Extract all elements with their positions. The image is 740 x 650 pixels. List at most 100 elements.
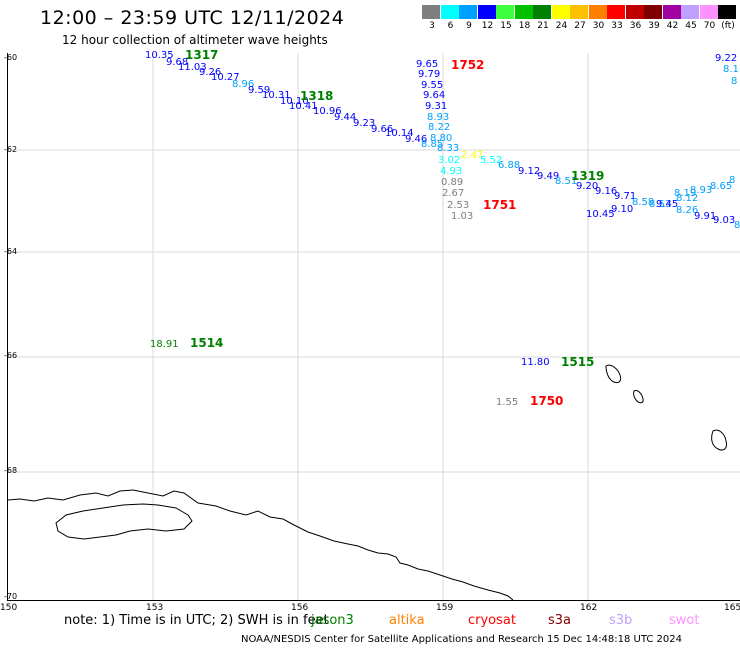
scale-label: 24 (555, 21, 568, 31)
wave-height-label: 8.12 (676, 193, 699, 204)
wave-height-label: 9.79 (418, 69, 441, 80)
scale-swatch (625, 5, 644, 19)
scale-label: 36 (629, 21, 642, 31)
wave-height-label: 10.27 (211, 72, 240, 83)
wave-height-label: 8.80 (430, 133, 453, 144)
wave-height-label: 3.02 (438, 155, 461, 166)
pass-number-label: 1319 (571, 169, 605, 183)
pass-number-label: 1750 (530, 394, 564, 408)
scale-label: 33 (611, 21, 623, 31)
wave-height-label: 9.20 (576, 181, 599, 192)
wave-height-label: 9.46 (405, 134, 428, 145)
wave-height-label: 10.31 (262, 90, 291, 101)
scale-swatch (477, 5, 496, 19)
latitude-label: -62 (4, 145, 18, 154)
scale-label: 6 (447, 21, 454, 31)
map-canvas (8, 53, 740, 600)
island-1 (605, 364, 622, 384)
wave-height-label: 8.53 (649, 199, 672, 210)
wave-height-label: 8.93 (427, 112, 450, 123)
pass-number-label: 1318 (300, 89, 334, 103)
scale-label: 9 (466, 21, 472, 31)
wave-height-label: 9.59 (248, 85, 271, 96)
wave-height-label: 9.16 (595, 186, 618, 197)
wave-height-label: 1.03 (451, 211, 474, 222)
wave-height-label: 10.45 (586, 209, 615, 220)
scale-swatch (718, 5, 736, 19)
latitude-label: -70 (4, 592, 18, 601)
legend-item-s3a: s3a (548, 613, 572, 628)
wave-height-label: 8.33 (437, 143, 460, 154)
wave-height-label: 9.55 (421, 80, 444, 91)
wave-height-label: 9.44 (334, 112, 357, 123)
scale-label: 12 (481, 21, 494, 31)
wave-height-label: 9.45 (656, 199, 679, 210)
wave-height-label: 10.14 (385, 128, 414, 139)
wave-height-label: 8 (734, 220, 740, 231)
latitude-label: -66 (4, 351, 18, 360)
scale-swatch (514, 5, 533, 19)
wave-height-label: 9.31 (425, 101, 448, 112)
wave-height-label: 9.22 (715, 53, 738, 64)
latitude-label: -60 (4, 53, 18, 62)
scale-swatch (440, 5, 459, 19)
longitude-label: 165 (724, 603, 740, 613)
wave-height-label: 0.89 (441, 177, 464, 188)
longitude-label: 159 (436, 603, 454, 613)
legend-item-s3b: s3b (609, 613, 633, 628)
wave-height-label: 9.03 (713, 215, 736, 226)
wave-height-label: 8.51 (555, 176, 578, 187)
scale-swatch (496, 5, 514, 19)
wave-height-label: 9.64 (423, 90, 446, 101)
wave-height-label: 10.10 (280, 96, 309, 107)
units-note: note: 1) Time is in UTC; 2) SWH is in fe… (64, 613, 329, 628)
wave-height-label: 9.71 (614, 191, 637, 202)
scale-swatch (662, 5, 681, 19)
wave-height-label: 9.68 (166, 57, 189, 68)
wave-height-label: 9.10 (611, 204, 634, 215)
pass-number-label: 1514 (190, 336, 224, 350)
legend-item-altika: altika (389, 613, 425, 628)
wave-height-label: 8.96 (232, 79, 255, 90)
scale-label: 15 (500, 21, 512, 31)
page-subtitle: 12 hour collection of altimeter wave hei… (62, 33, 328, 47)
wave-height-label: 2.67 (442, 188, 465, 199)
scale-swatch (551, 5, 570, 19)
scale-label: 3 (429, 21, 435, 31)
wave-height-label: 8.19 (674, 188, 697, 199)
scale-label: 70 (703, 21, 716, 31)
footer-credit: NOAA/NESDIS Center for Satellite Applica… (241, 634, 683, 645)
longitude-label: 156 (291, 603, 309, 613)
legend-item-swot: swot (669, 613, 700, 628)
wave-height-label: 8.65 (710, 181, 733, 192)
coastline (8, 364, 727, 600)
scale-label: 45 (685, 21, 697, 31)
scale-label: 39 (648, 21, 660, 31)
wave-height-label: 2.47 (461, 150, 484, 161)
wave-height-label: 9.49 (537, 171, 560, 182)
wave-height-label: 9.12 (518, 166, 541, 177)
latitude-label: -68 (4, 466, 18, 475)
longitude-label: 153 (146, 603, 164, 613)
island-2 (633, 390, 644, 404)
scale-label: 30 (592, 21, 605, 31)
scale-swatch (533, 5, 551, 19)
wave-height-label: 8.22 (428, 122, 451, 133)
wave-height-label: 10.35 (145, 50, 174, 61)
pass-number-label: 1317 (185, 48, 219, 62)
wave-height-label: 9.26 (199, 67, 222, 78)
wave-height-label: 8.1 (723, 64, 739, 75)
wave-height-label: 10.96 (313, 106, 342, 117)
wave-height-label: 8.26 (676, 205, 699, 216)
wave-height-label: 8.93 (690, 185, 713, 196)
wave-height-label: 6.88 (498, 160, 521, 171)
legend-item-jason3: jason3 (311, 613, 354, 628)
pass-number-label: 1515 (561, 355, 595, 369)
wave-height-label: 9.23 (353, 118, 376, 129)
wave-height-label: 9.65 (416, 59, 439, 70)
scale-label: (ft) (721, 21, 735, 31)
wave-height-label: 2.53 (447, 200, 470, 211)
legend-item-cryosat: cryosat (468, 613, 516, 628)
island-3 (711, 429, 727, 451)
